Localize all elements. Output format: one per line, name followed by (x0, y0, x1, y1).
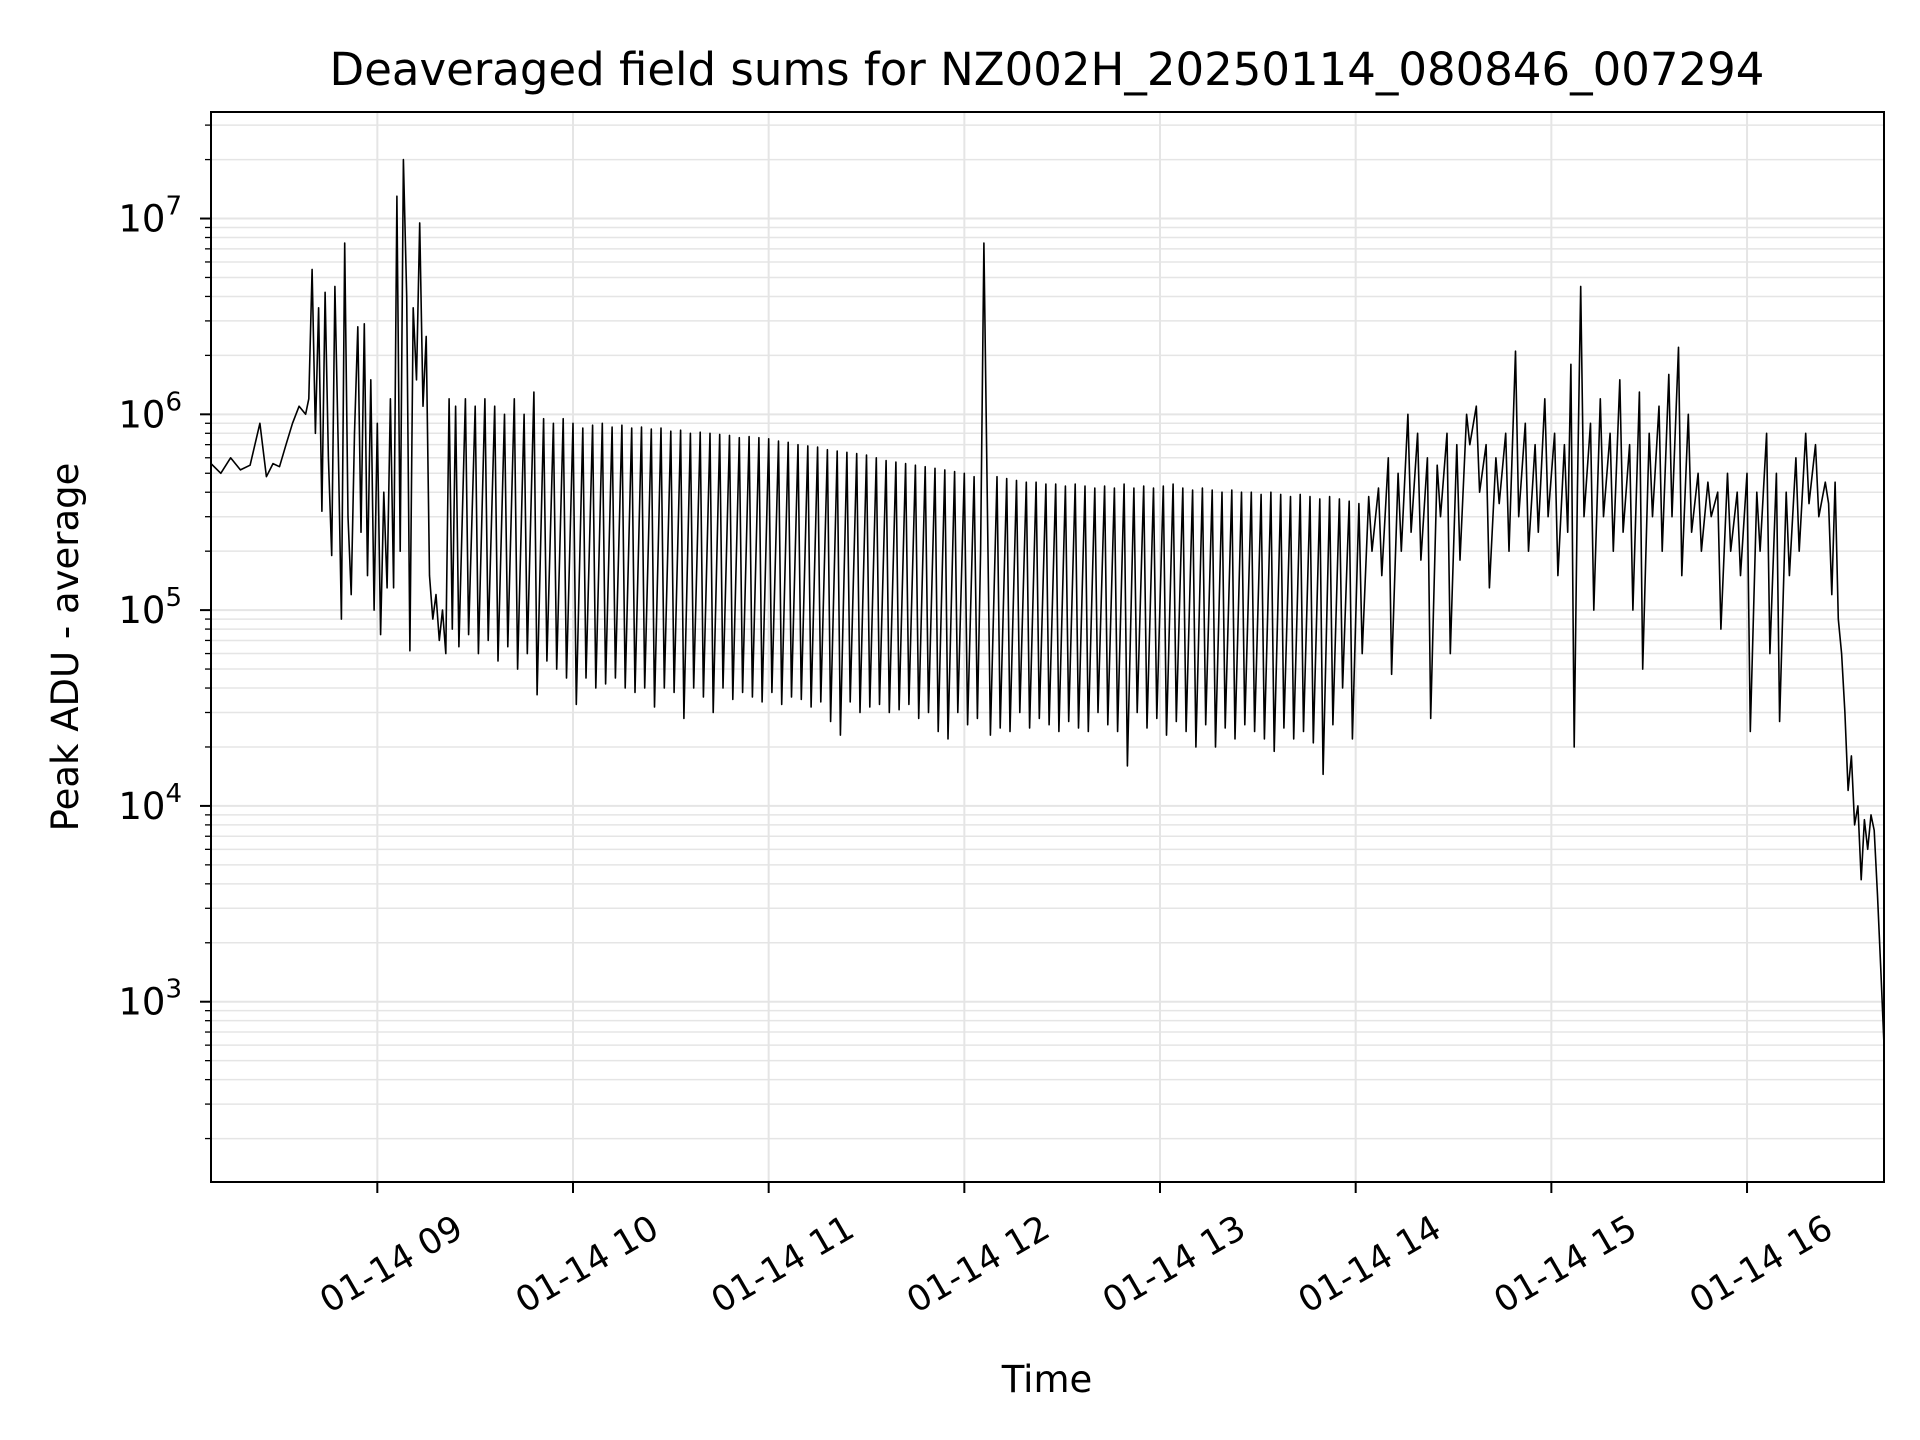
series-line (211, 158, 1884, 1046)
y-tick-label-base: 10 (118, 198, 165, 241)
y-tick-label-exponent: 6 (165, 387, 182, 417)
y-tick-label: 106 (118, 387, 182, 436)
plot-frame (210, 111, 1885, 1183)
y-tick-label-exponent: 5 (165, 583, 182, 613)
y-axis-label: Peak ADU - average (44, 463, 87, 832)
y-tick-label-exponent: 7 (165, 192, 182, 222)
y-tick-label-exponent: 3 (165, 975, 182, 1005)
y-tick-label: 103 (118, 975, 182, 1024)
y-tick-label: 105 (118, 583, 182, 632)
y-tick-label-base: 10 (118, 393, 165, 436)
y-tick-label-base: 10 (118, 589, 165, 632)
y-tick-label-base: 10 (118, 785, 165, 828)
plot-area (211, 158, 1884, 1046)
y-tick-label: 104 (118, 779, 182, 828)
y-tick-label-exponent: 4 (165, 779, 182, 809)
chart-title: Deaveraged field sums for NZ002H_2025011… (330, 43, 1765, 96)
y-tick-label-base: 10 (118, 981, 165, 1024)
y-tick-label: 107 (118, 192, 182, 241)
x-axis-label: Time (1001, 1358, 1093, 1401)
